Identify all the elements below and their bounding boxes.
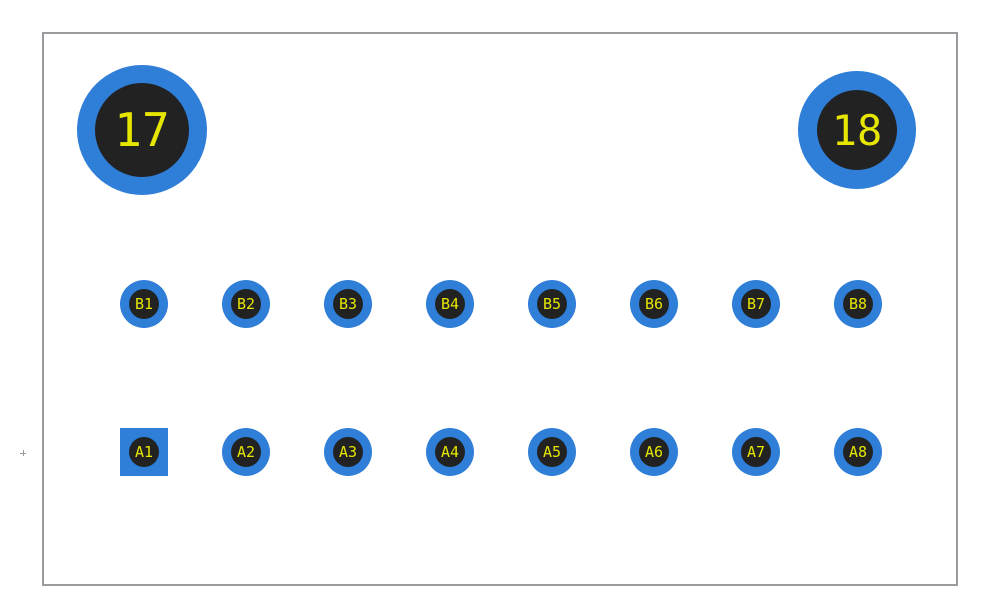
pad-B3: B3 bbox=[324, 280, 372, 328]
pad-B2: B2 bbox=[222, 280, 270, 328]
pad-17: 17 bbox=[77, 65, 207, 195]
pad-label-A5: A5 bbox=[543, 443, 561, 461]
pad-hole-A3: A3 bbox=[333, 437, 363, 467]
pad-label-B8: B8 bbox=[849, 295, 867, 313]
origin-mark bbox=[20, 450, 26, 456]
pad-hole-A8: A8 bbox=[843, 437, 873, 467]
pad-hole-B3: B3 bbox=[333, 289, 363, 319]
pad-label-A7: A7 bbox=[747, 443, 765, 461]
pad-A6: A6 bbox=[630, 428, 678, 476]
pad-B4: B4 bbox=[426, 280, 474, 328]
pad-label-17: 17 bbox=[114, 103, 169, 157]
pad-hole-A2: A2 bbox=[231, 437, 261, 467]
pad-hole-A5: A5 bbox=[537, 437, 567, 467]
pad-A7: A7 bbox=[732, 428, 780, 476]
pad-hole-B5: B5 bbox=[537, 289, 567, 319]
pad-B1: B1 bbox=[120, 280, 168, 328]
pad-label-B3: B3 bbox=[339, 295, 357, 313]
pad-label-A2: A2 bbox=[237, 443, 255, 461]
pad-A3: A3 bbox=[324, 428, 372, 476]
pad-hole-B1: B1 bbox=[129, 289, 159, 319]
pad-label-A4: A4 bbox=[441, 443, 459, 461]
pad-B5: B5 bbox=[528, 280, 576, 328]
pad-hole-A4: A4 bbox=[435, 437, 465, 467]
pad-label-B6: B6 bbox=[645, 295, 663, 313]
pad-B7: B7 bbox=[732, 280, 780, 328]
pad-hole-A1: A1 bbox=[129, 437, 159, 467]
pad-label-B4: B4 bbox=[441, 295, 459, 313]
pad-hole-B4: B4 bbox=[435, 289, 465, 319]
pad-hole-17: 17 bbox=[95, 83, 189, 177]
pad-hole-A6: A6 bbox=[639, 437, 669, 467]
pad-A8: A8 bbox=[834, 428, 882, 476]
pad-label-B5: B5 bbox=[543, 295, 561, 313]
pad-hole-18: 18 bbox=[817, 90, 897, 170]
pad-hole-B6: B6 bbox=[639, 289, 669, 319]
pad-A2: A2 bbox=[222, 428, 270, 476]
pad-B6: B6 bbox=[630, 280, 678, 328]
pad-hole-B2: B2 bbox=[231, 289, 261, 319]
pad-B8: B8 bbox=[834, 280, 882, 328]
pad-hole-B7: B7 bbox=[741, 289, 771, 319]
pad-hole-A7: A7 bbox=[741, 437, 771, 467]
pad-A1: A1 bbox=[120, 428, 168, 476]
pad-label-A8: A8 bbox=[849, 443, 867, 461]
pad-label-A1: A1 bbox=[135, 443, 153, 461]
pad-label-A6: A6 bbox=[645, 443, 663, 461]
pad-label-B1: B1 bbox=[135, 295, 153, 313]
pad-18: 18 bbox=[798, 71, 916, 189]
pad-label-B2: B2 bbox=[237, 295, 255, 313]
pad-A5: A5 bbox=[528, 428, 576, 476]
pad-label-B7: B7 bbox=[747, 295, 765, 313]
pad-A4: A4 bbox=[426, 428, 474, 476]
pad-label-18: 18 bbox=[832, 106, 883, 155]
pad-label-A3: A3 bbox=[339, 443, 357, 461]
pad-hole-B8: B8 bbox=[843, 289, 873, 319]
